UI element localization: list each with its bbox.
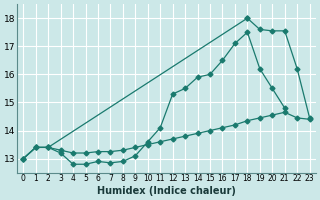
X-axis label: Humidex (Indice chaleur): Humidex (Indice chaleur) (97, 186, 236, 196)
